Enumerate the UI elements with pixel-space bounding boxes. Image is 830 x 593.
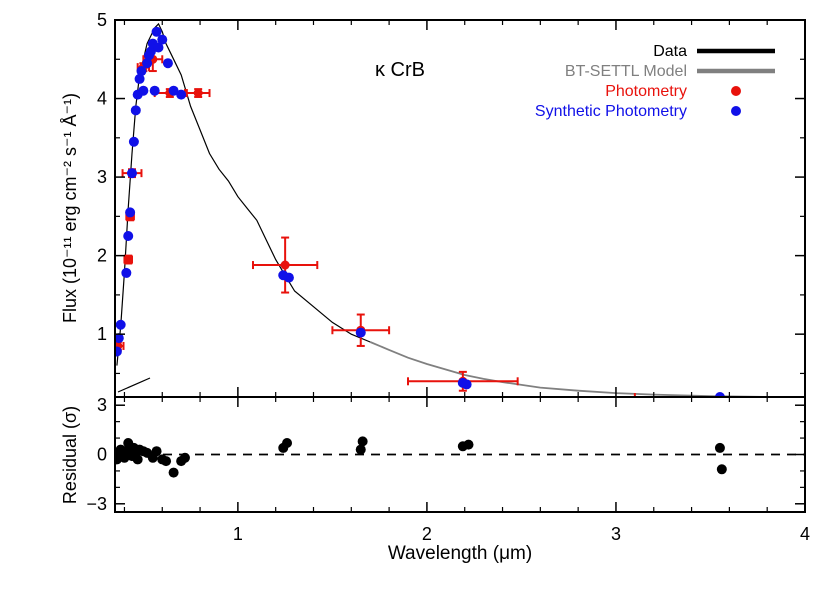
legend-label-0: Data: [653, 43, 687, 60]
synthetic-point-6: [127, 168, 138, 179]
chart-title: κ CrB: [375, 59, 425, 81]
photometry-point-6: [123, 255, 133, 265]
main-y-axis-label: Flux (10⁻¹¹ erg cm⁻² s⁻¹ Å⁻¹): [60, 93, 80, 323]
synthetic-point-2: [115, 319, 126, 330]
synthetic-point-5: [125, 207, 136, 218]
residual-y-axis-label: Residual (σ): [60, 406, 80, 504]
photometry-point-4: [193, 88, 203, 98]
residual-point-23: [355, 444, 366, 455]
residual-point-22: [282, 438, 293, 448]
synthetic-point-1: [115, 333, 124, 344]
res-y-tick-label: 3: [97, 395, 107, 415]
synthetic-photometry-points: [115, 26, 725, 397]
synthetic-point-29: [714, 392, 725, 397]
synthetic-point-19: [153, 42, 164, 53]
synthetic-point-22: [168, 85, 179, 96]
axis-tick-labels: 1 2 3 4 1 2 3 4 5 −3 0 3: [86, 10, 810, 544]
synthetic-point-26: [355, 327, 366, 338]
residual-point-28: [716, 464, 727, 475]
synthetic-point-17: [149, 85, 160, 96]
photometry-error-bars: [115, 46, 805, 397]
res-y-tick-label: −3: [86, 494, 107, 514]
synthetic-point-0: [115, 346, 122, 357]
synthetic-point-4: [123, 230, 134, 241]
synthetic-point-11: [136, 66, 147, 77]
residual-point-20: [179, 452, 190, 463]
legend-label-1: BT-SETTL Model: [565, 63, 687, 80]
x-tick-label: 1: [233, 524, 243, 544]
legend: Data BT-SETTL Model Photometry Synthetic Ph…: [535, 43, 775, 120]
synthetic-point-25: [283, 272, 294, 283]
synthetic-point-13: [142, 58, 153, 69]
synthetic-point-21: [162, 58, 173, 69]
synthetic-point-3: [121, 267, 132, 278]
x-tick-label: 2: [422, 524, 432, 544]
main-y-tick-label: 3: [97, 167, 107, 187]
axis-ticks: [115, 19, 806, 512]
main-plot-area: [115, 22, 805, 397]
residual-point-18: [168, 467, 179, 478]
legend-dot-3: [731, 106, 741, 116]
synthetic-point-20: [157, 34, 168, 45]
axis-break-mark: [117, 377, 151, 393]
x-tick-label: 3: [611, 524, 621, 544]
x-axis-label: Wavelength (μm): [388, 543, 532, 564]
legend-label-2: Photometry: [605, 83, 687, 100]
synthetic-point-10: [134, 73, 145, 84]
main-y-tick-label: 4: [97, 89, 107, 109]
legend-dot-2: [731, 86, 741, 96]
synthetic-point-23: [176, 89, 187, 100]
synthetic-point-18: [151, 26, 162, 37]
residual-point-27: [714, 442, 725, 453]
bt-settl-model-line: [369, 341, 805, 397]
synthetic-point-7: [128, 136, 139, 147]
x-tick-label: 4: [800, 524, 810, 544]
res-y-tick-label: 0: [97, 445, 107, 465]
residual-point-10: [132, 454, 143, 465]
data-spectrum-line: [116, 22, 371, 366]
photometry-point-8: [280, 260, 290, 270]
residual-point-26: [463, 439, 474, 450]
main-y-tick-label: 2: [97, 246, 107, 266]
residual-plot-area: [115, 436, 805, 478]
residual-point-17: [161, 456, 172, 467]
residual-points: [115, 436, 727, 478]
synthetic-point-28: [461, 379, 472, 390]
main-panel-frame: [114, 19, 806, 398]
synthetic-point-12: [138, 85, 149, 96]
residual-point-15: [151, 446, 162, 457]
main-y-tick-label: 5: [97, 10, 107, 30]
synthetic-point-8: [130, 105, 141, 116]
legend-label-3: Synthetic Photometry: [535, 103, 687, 120]
synthetic-point-15: [145, 46, 156, 57]
residual-point-24: [357, 436, 368, 447]
main-y-tick-label: 1: [97, 324, 107, 344]
